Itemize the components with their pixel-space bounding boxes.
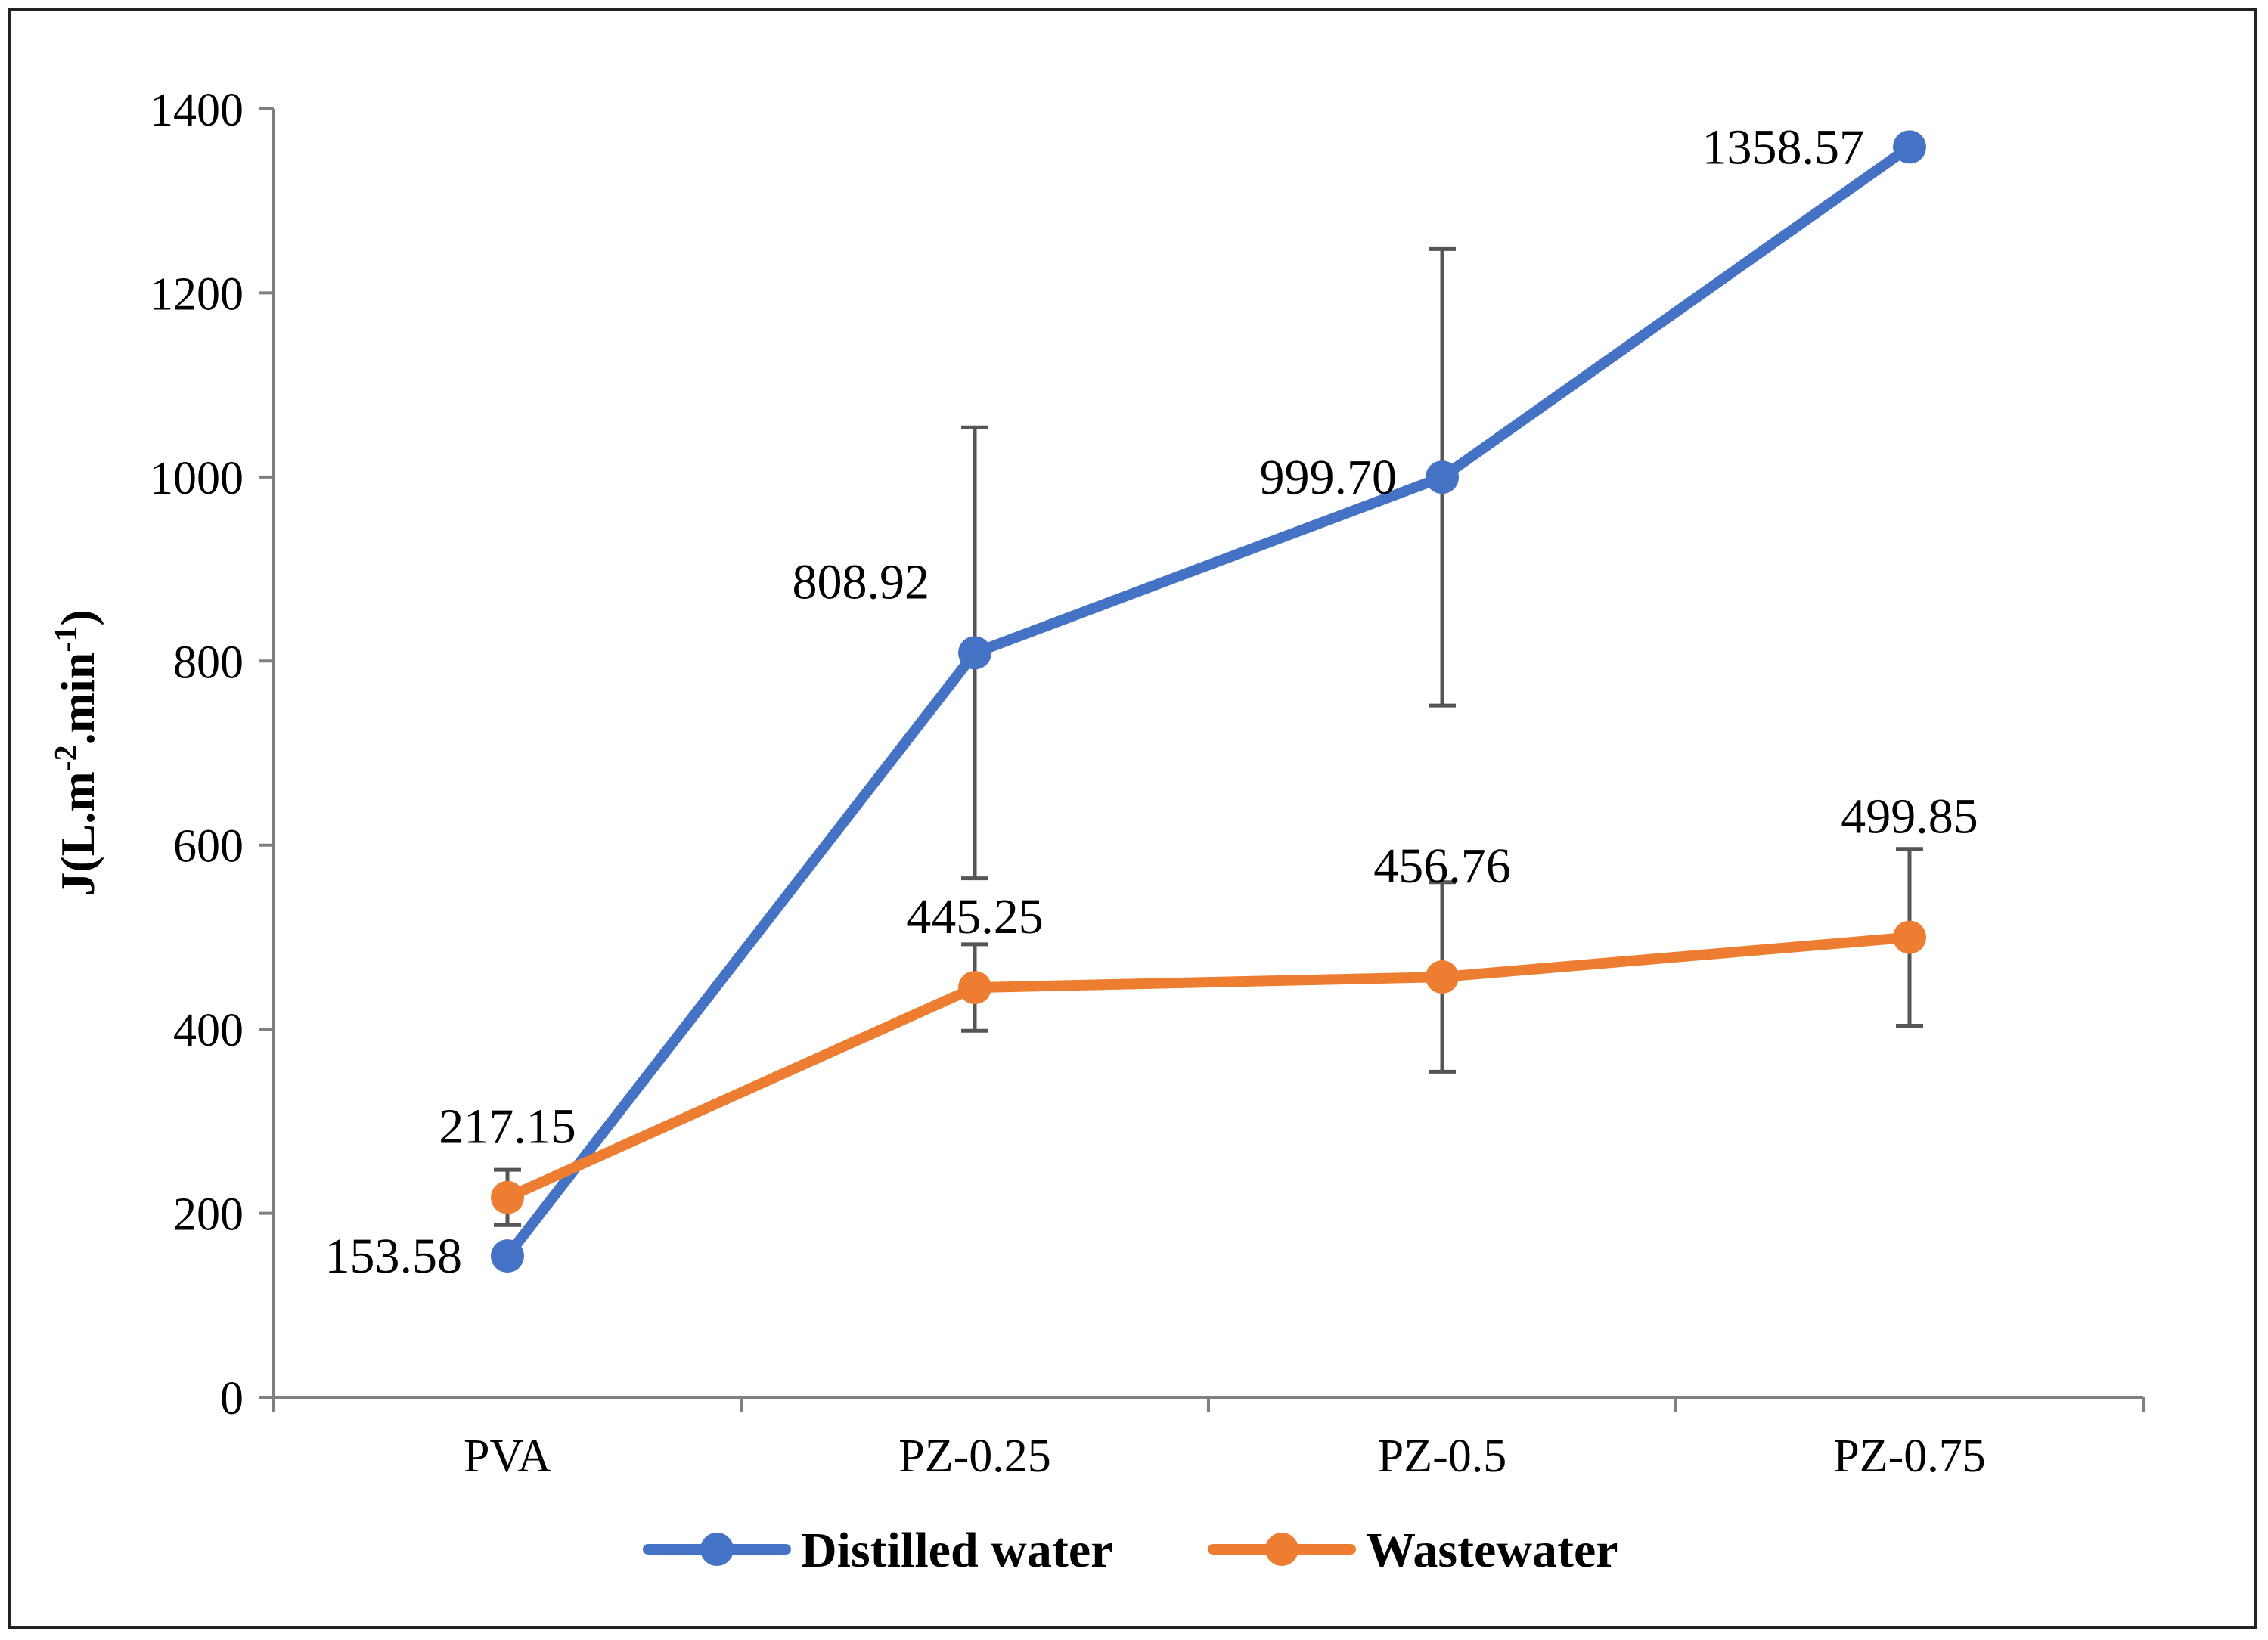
x-tick-label-pz-0-5: PZ-0.5: [1378, 1431, 1507, 1482]
chart-frame: 0 200 400 600 800 1000 1200 1400 PVA PZ-0.25 PZ-0.…: [8, 8, 2257, 1629]
x-tick-label-pz-0-25: PZ-0.25: [898, 1431, 1051, 1482]
wastewater-point-0: [491, 1180, 524, 1214]
legend-label-distilled-water: Distilled water: [801, 1523, 1112, 1578]
wastewater-point-3: [1893, 920, 1926, 954]
distilled-water-data-label-0: 153.58: [325, 1229, 463, 1284]
legend-marker-distilled-water: [700, 1533, 734, 1566]
legend-label-wastewater: Wastewater: [1366, 1523, 1618, 1578]
legend-item-wastewater: Wastewater: [1208, 1523, 1618, 1578]
wastewater-data-label-0: 217.15: [439, 1099, 576, 1155]
x-tick-label-pva: PVA: [464, 1431, 551, 1482]
line-chart: 0 200 400 600 800 1000 1200 1400 PVA PZ-0.25 PZ-0.…: [49, 85, 2145, 1578]
legend-marker-wastewater: [1265, 1533, 1298, 1566]
wastewater-point-1: [958, 971, 991, 1005]
y-tick-label-0: 0: [220, 1373, 244, 1425]
y-tick-label-1200: 1200: [150, 268, 244, 320]
wastewater-data-label-2: 456.76: [1373, 839, 1511, 894]
wastewater-point-2: [1426, 960, 1459, 994]
distilled-water-point-3: [1893, 130, 1926, 164]
distilled-water-data-label-1: 808.92: [793, 554, 930, 609]
distilled-water-point-2: [1426, 460, 1459, 494]
wastewater-data-label-1: 445.25: [906, 889, 1044, 944]
distilled-water-data-label-2: 999.70: [1260, 450, 1398, 505]
distilled-water-data-label-3: 1358.57: [1702, 119, 1865, 175]
y-tick-label-1000: 1000: [150, 453, 244, 504]
y-tick-label-800: 800: [173, 637, 244, 688]
y-tick-label-200: 200: [173, 1189, 244, 1241]
y-tick-label-1400: 1400: [150, 85, 244, 136]
distilled-water-point-0: [491, 1239, 524, 1273]
distilled-water-point-1: [958, 636, 991, 670]
distilled-water-series-line: [502, 141, 1915, 1262]
legend-item-distilled-water: Distilled water: [643, 1523, 1112, 1578]
y-tick-label-600: 600: [173, 821, 244, 873]
wastewater-data-label-3: 499.85: [1841, 789, 1978, 845]
y-axis-title: J(L.m-2.min-1): [49, 609, 104, 896]
y-tick-label-400: 400: [173, 1005, 244, 1056]
wastewater-series-line: [502, 932, 1915, 1203]
x-tick-label-pz-0-75: PZ-0.75: [1833, 1431, 1986, 1482]
